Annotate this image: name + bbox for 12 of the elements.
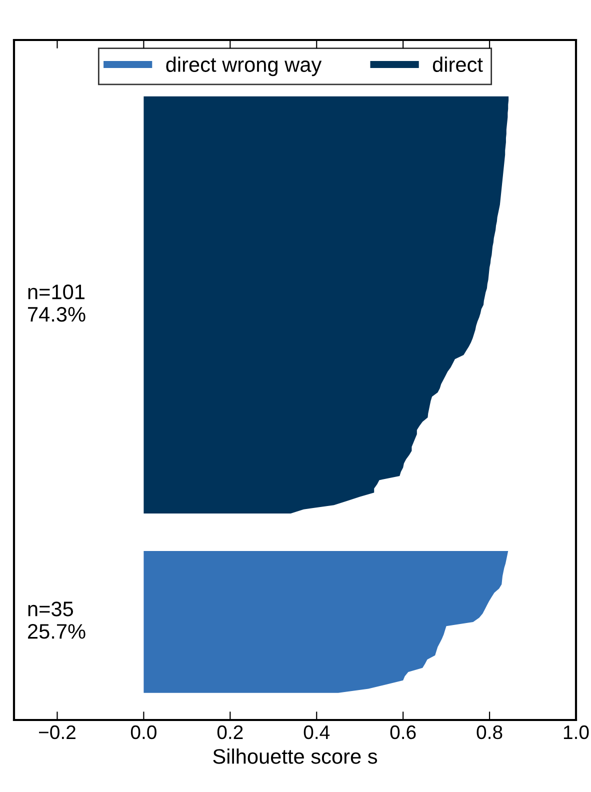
x-tick-label: 1.0 xyxy=(564,725,589,740)
legend-label: direct xyxy=(432,56,483,72)
legend-label: direct wrong way xyxy=(166,56,322,76)
x-tick-label: 0.4 xyxy=(304,725,330,740)
x-tick-label: −0.2 xyxy=(39,725,76,740)
annotation: n=101 74.3% xyxy=(28,284,86,322)
x-tick-label: 0.2 xyxy=(217,725,243,740)
x-axis-title: Silhouette score s xyxy=(213,748,378,764)
x-tick-label: 0.0 xyxy=(130,725,156,740)
x-tick-label: 0.8 xyxy=(476,725,502,740)
annotation: n=35 25.7% xyxy=(28,602,86,639)
x-tick-label: 0.6 xyxy=(390,725,416,740)
